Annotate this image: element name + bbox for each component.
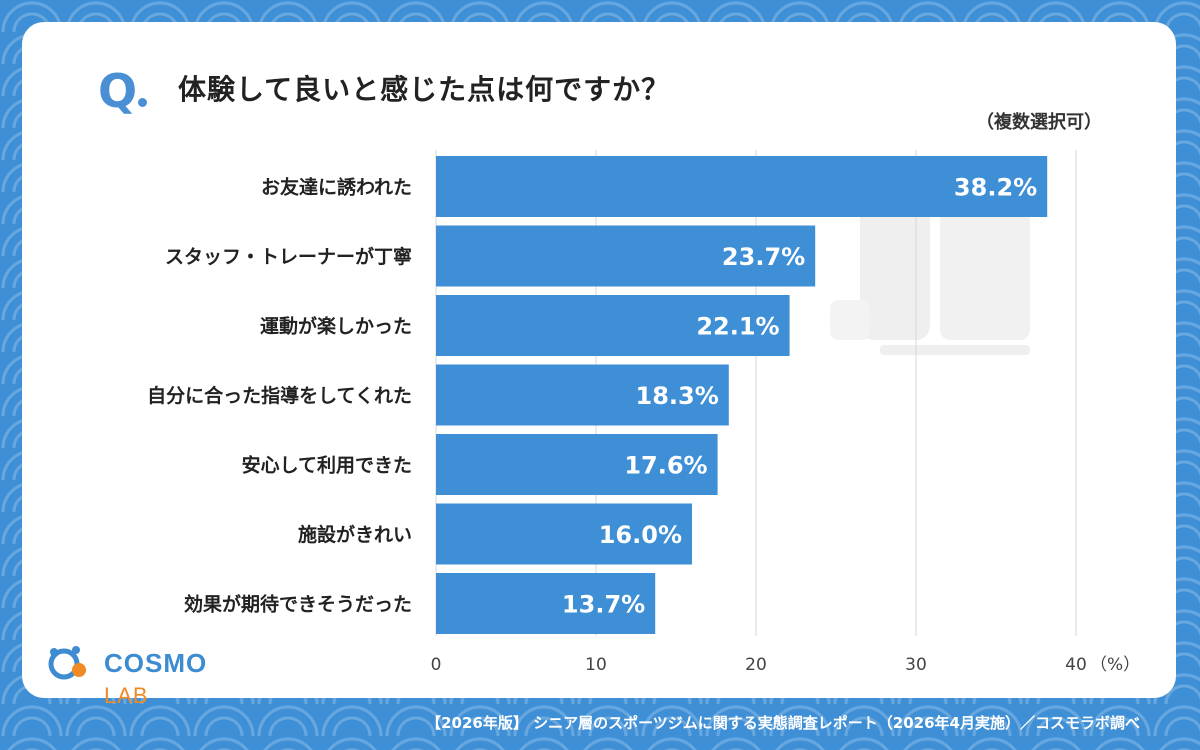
category-label: 効果が期待できそうだった (184, 593, 412, 616)
bar-chart: 38.2% 23.7% 22.1% 18.3% 17.6% 16.0% 13.7% お友達に… (147, 150, 1141, 675)
bar (436, 156, 1048, 217)
category-label: スタッフ・トレーナーが丁寧 (165, 245, 412, 268)
bar (436, 434, 718, 495)
bar (436, 573, 656, 634)
x-tick-label: 0 (431, 655, 442, 675)
bar (436, 503, 692, 565)
page-title: 体験して良いと感じた点は何ですか？ (178, 73, 671, 106)
bar-value-label: 22.1% (696, 313, 779, 341)
bar-value-label: 18.3% (636, 382, 719, 410)
bar-value-label: 13.7% (562, 591, 645, 619)
x-tick-label: 30 (905, 655, 927, 675)
x-tick-label: 10 (585, 655, 607, 675)
category-label: 運動が楽しかった (260, 315, 412, 338)
x-axis-unit: （%） (1090, 655, 1140, 675)
bar-value-label: 38.2% (954, 174, 1037, 202)
bar-value-label: 23.7% (722, 243, 805, 271)
question-dot-icon (138, 98, 147, 107)
x-tick-label: 40 (1065, 655, 1087, 675)
x-tick-label: 20 (745, 655, 767, 675)
category-label: 安心して利用できた (242, 454, 412, 477)
cosmo-lab-logo: COSMO LAB (46, 642, 246, 708)
multiple-choice-note: （複数選択可） (976, 112, 1102, 133)
cosmo-lab-logo-icon (48, 646, 86, 680)
x-axis-ticks: 0 10 20 30 40 （%） (431, 655, 1141, 675)
category-label: お友達に誘われた (261, 176, 412, 199)
category-labels: お友達に誘われたスタッフ・トレーナーが丁寧運動が楽しかった自分に合った指導をして… (147, 176, 412, 616)
source-footer: 【2026年版】 シニア層のスポーツジムに関する実態調査レポート（2026年4月… (426, 714, 1140, 732)
bars: 38.2% 23.7% 22.1% 18.3% 17.6% 16.0% 13.7% (436, 156, 1048, 634)
category-label: 施設がきれい (298, 523, 412, 546)
category-label: 自分に合った指導をしてくれた (147, 384, 412, 407)
logo-main-text: COSMO (104, 648, 208, 678)
question-mark-icon: Q (98, 64, 138, 118)
bar-value-label: 17.6% (624, 452, 707, 480)
logo-sub-text: LAB (104, 683, 149, 708)
bar (436, 295, 790, 356)
logo-text: COSMO LAB (104, 648, 246, 710)
bar (436, 225, 816, 287)
bar (436, 364, 729, 426)
bar-value-label: 16.0% (599, 521, 682, 549)
